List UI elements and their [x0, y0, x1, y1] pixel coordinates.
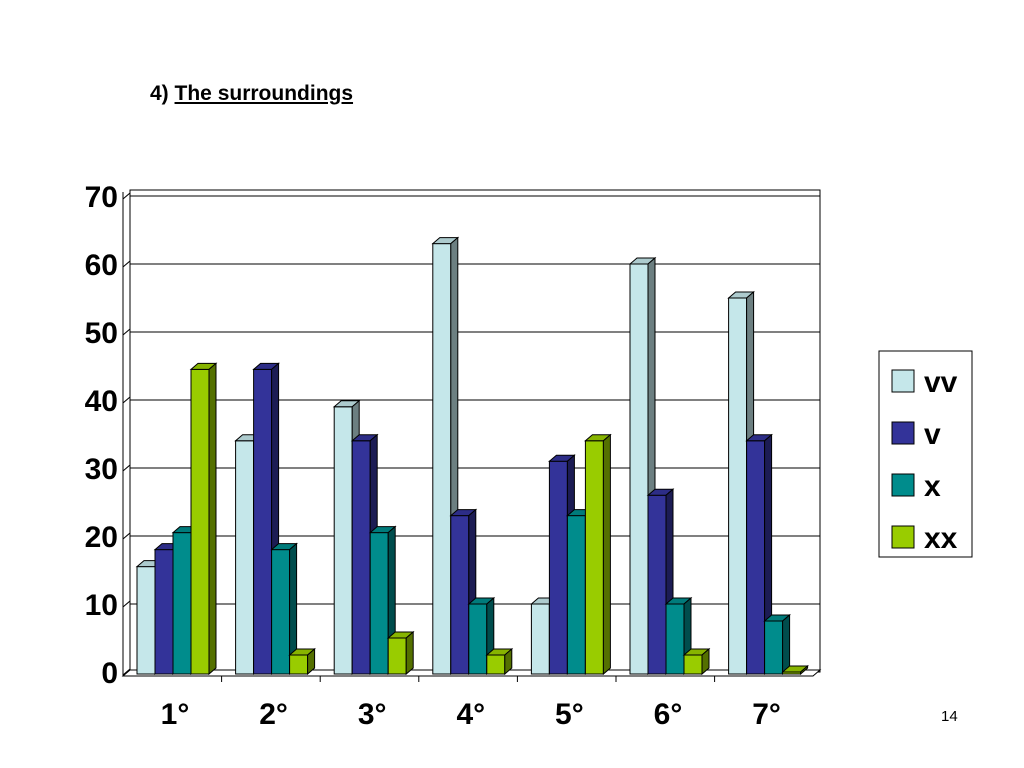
bar-side — [307, 647, 316, 676]
bar-front — [369, 532, 389, 675]
bar-side — [405, 630, 414, 676]
x-tick-label: 2° — [259, 698, 288, 731]
y-tick-label: 10 — [85, 589, 118, 622]
bar-side — [208, 362, 217, 676]
y-tick-label: 50 — [85, 317, 118, 350]
bar-front — [450, 515, 470, 675]
bar-front — [629, 263, 649, 675]
bar — [270, 542, 298, 676]
x-tick-label: 3° — [358, 698, 387, 731]
bar — [781, 664, 809, 676]
bars: 1° 2° 3° 4° 5° 6° 7° — [135, 236, 809, 731]
bar-front — [647, 494, 667, 675]
bar-front — [665, 603, 685, 675]
bar-front — [566, 515, 586, 675]
bar-side — [800, 664, 809, 676]
legend-label: x — [924, 470, 941, 503]
bar — [189, 362, 218, 676]
bar-front — [432, 243, 452, 675]
bar-side — [701, 647, 710, 676]
bar-front — [468, 603, 488, 675]
bar-front — [190, 368, 210, 675]
slide-title-number: 4) — [150, 82, 169, 105]
bar-side — [602, 433, 611, 676]
legend-label: v — [924, 418, 941, 451]
bar-front — [728, 297, 748, 675]
y-tick-label: 40 — [85, 385, 118, 418]
y-tick-label: 20 — [85, 521, 118, 554]
y-tick-mark — [122, 260, 131, 268]
bar-front — [530, 603, 550, 675]
legend-label: xx — [924, 522, 958, 555]
y-tick-mark — [122, 192, 131, 200]
bar-front — [746, 440, 766, 675]
bar-front — [172, 532, 192, 675]
bar-front — [351, 440, 371, 675]
bar — [386, 630, 415, 676]
bar-front — [333, 406, 353, 675]
bar-front — [764, 620, 784, 675]
y-tick-mark — [122, 464, 131, 472]
y-tick-mark — [122, 600, 131, 608]
y-tick-mark — [122, 328, 131, 336]
bar — [288, 647, 316, 676]
legend-item: vv — [891, 366, 958, 399]
legend-item: x — [891, 470, 941, 503]
bar — [763, 613, 791, 676]
y-tick-label: 60 — [85, 249, 118, 282]
y-tick-label: 0 — [101, 657, 118, 690]
x-tick-label: 4° — [456, 698, 485, 731]
x-tick-label: 1° — [161, 698, 190, 731]
legend-swatch — [891, 421, 915, 445]
y-tick-mark — [122, 532, 131, 540]
slide-title-text: The surroundings — [174, 82, 354, 105]
legend-swatch — [891, 369, 915, 393]
legend-swatch — [891, 473, 915, 497]
bar-front — [253, 368, 273, 675]
y-tick-mark — [122, 668, 131, 676]
y-tick-mark — [122, 396, 131, 404]
x-tick-label: 7° — [752, 698, 781, 731]
bar-front — [136, 566, 156, 675]
bar-front — [271, 549, 291, 675]
legend-label: vv — [924, 366, 958, 399]
bar-front — [548, 460, 568, 675]
bar-side — [782, 613, 791, 676]
legend-item: v — [891, 418, 941, 451]
bar-front — [387, 637, 407, 675]
bar-front — [486, 654, 506, 675]
bar — [745, 433, 773, 676]
y-axis-tick-labels: 0 10 20 30 40 50 60 70 — [85, 181, 118, 690]
page-number: 14 — [941, 708, 958, 725]
bar-side — [504, 647, 513, 676]
y-tick-label: 70 — [85, 181, 118, 214]
bar — [485, 647, 514, 676]
bar — [682, 647, 711, 676]
bar-front — [154, 549, 174, 675]
bar-front — [235, 440, 255, 675]
bar-front — [683, 654, 703, 675]
legend-item: xx — [891, 522, 958, 555]
bar-front — [584, 440, 604, 675]
slide-title: 4) The surroundings — [150, 82, 353, 106]
x-tick-label: 5° — [555, 698, 584, 731]
x-tick-label: 6° — [654, 698, 683, 731]
legend-swatch — [891, 525, 915, 549]
y-tick-label: 30 — [85, 453, 118, 486]
bar — [584, 433, 612, 676]
bar-front — [289, 654, 309, 675]
